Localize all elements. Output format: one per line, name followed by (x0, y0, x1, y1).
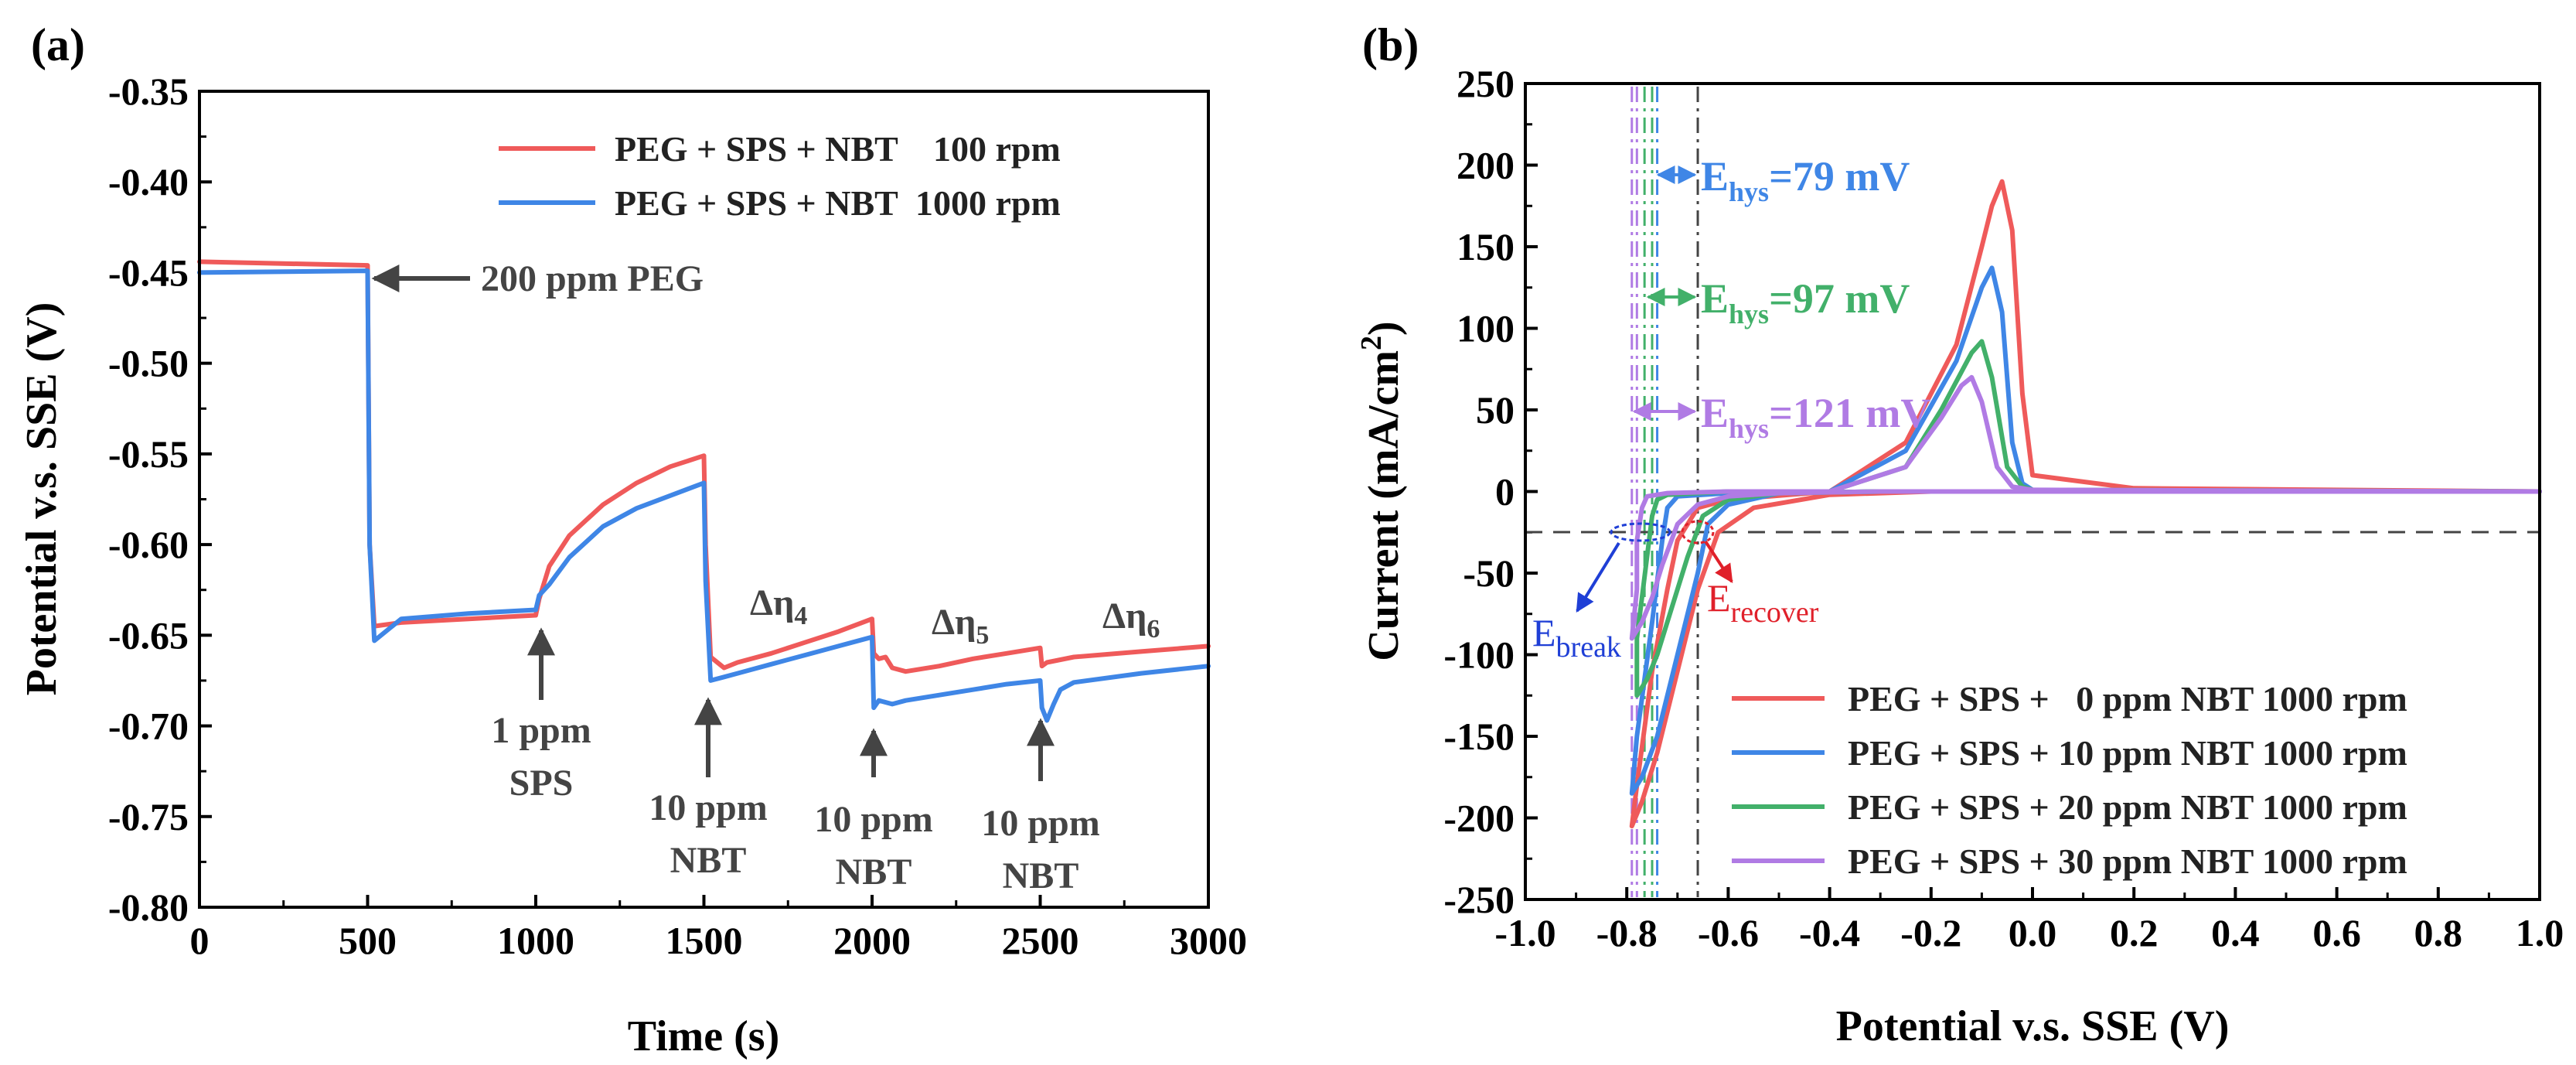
y-tick-label: -250 (1443, 878, 1515, 921)
panel-b: (b) -1.0 -0.8 -0.6 -0.4 -0.2 0.0 0.2 0.4 0.6 0.8 1… (1355, 19, 2564, 1050)
x-tick-label: 0.6 (2312, 911, 2361, 954)
panel-b-ehys-annotations: Ehys=79 mV Ehys=97 mV Ehys=121 mV (1632, 153, 1930, 444)
x-tick-label: 0.2 (2110, 911, 2159, 954)
y-tick-label: -0.40 (108, 160, 189, 203)
x-tick-label: 500 (339, 919, 397, 962)
nbt2-annotation-line2: NBT (836, 852, 912, 893)
series-line-0 (197, 259, 1211, 674)
ebreak-arrow (1576, 541, 1620, 613)
y-tick-label: -0.60 (108, 523, 189, 566)
nbt3-annotation-line1: 10 ppm (981, 803, 1099, 844)
panel-b-grid-ticks: -1.0 -0.8 -0.6 -0.4 -0.2 0.0 0.2 0.4 0.6 0.8 1.0 25… (1443, 62, 2564, 954)
legend-label-0ppm: PEG + SPS + 0 ppm NBT 1000 rpm (1848, 679, 2407, 719)
panel-a-y-label: Potential v.s. SSE (V) (18, 302, 66, 696)
nbt1-annotation-line1: 10 ppm (649, 787, 767, 828)
x-tick-label: -0.4 (1799, 911, 1860, 954)
y-tick-label: -0.65 (108, 613, 189, 657)
y-tick-label: -0.75 (108, 795, 189, 838)
panel-a: (a) 0 500 1000 1500 2000 2500 3000 -0.35 -0.40 -0… (18, 19, 1247, 1060)
y-tick-label: -150 (1443, 715, 1515, 758)
x-tick-label: 3000 (1170, 919, 1247, 962)
panel-a-annotations: 200 ppm PEG 1 ppm SPS 10 ppm NBT 10 ppm … (371, 258, 1160, 896)
y-tick-label: -50 (1463, 551, 1515, 595)
y-tick-label: -0.70 (108, 705, 189, 748)
x-tick-label: -0.8 (1596, 911, 1658, 954)
ehys-blue-label: Ehys=79 mV (1701, 153, 1910, 207)
sps-annotation-line2: SPS (509, 763, 574, 804)
panel-b-plot-frame (1524, 82, 2541, 901)
nbt1-annotation-line2: NBT (670, 840, 747, 881)
x-tick-label: 0.0 (2009, 911, 2057, 954)
erecover-arrow (1704, 540, 1733, 584)
legend-label-100rpm: PEG + SPS + NBT 100 rpm (615, 129, 1061, 169)
series-line-1 (1629, 265, 2542, 796)
nbt3-annotation-line2: NBT (1003, 855, 1079, 896)
panel-b-series (1629, 179, 2542, 829)
y-tick-label: -100 (1443, 633, 1515, 677)
x-tick-label: -0.6 (1698, 911, 1759, 954)
series-line-1 (197, 268, 1211, 723)
panel-b-break-recover: Ebreak Erecover (1532, 520, 1819, 664)
series-line-0 (1629, 179, 2542, 829)
ehys-purple-label: Ehys=121 mV (1701, 390, 1930, 444)
eta4-label: Δη4 (750, 582, 807, 630)
ebreak-ellipse (1610, 522, 1671, 542)
ebreak-label: Ebreak (1532, 611, 1621, 664)
x-tick-label: 1000 (497, 919, 574, 962)
sps-annotation-line1: 1 ppm (491, 710, 591, 751)
panel-a-series (197, 259, 1211, 723)
panel-b-y-label: Current (mA/cm2) (1355, 321, 1408, 661)
x-tick-label: 0.4 (2211, 911, 2260, 954)
legend-label-30ppm: PEG + SPS + 30 ppm NBT 1000 rpm (1848, 841, 2407, 881)
eta5-label: Δη5 (932, 602, 989, 650)
panel-b-label: (b) (1362, 19, 1419, 70)
y-tick-label: 100 (1457, 307, 1515, 350)
x-tick-label: 0 (190, 919, 210, 962)
panel-b-legend: PEG + SPS + 0 ppm NBT 1000 rpm PEG + SPS… (1732, 679, 2407, 881)
y-tick-label: 200 (1457, 144, 1515, 187)
y-tick-label: -0.35 (108, 70, 189, 113)
y-tick-label: -200 (1443, 797, 1515, 840)
x-tick-label: 2000 (833, 919, 911, 962)
x-tick-label: -0.2 (1900, 911, 1961, 954)
y-tick-label: 0 (1495, 470, 1515, 514)
panel-b-x-label: Potential v.s. SSE (V) (1836, 1002, 2230, 1050)
legend-label-20ppm: PEG + SPS + 20 ppm NBT 1000 rpm (1848, 787, 2407, 827)
ehys-green-label: Ehys=97 mV (1701, 275, 1910, 329)
x-tick-label: 1500 (666, 919, 743, 962)
y-tick-label: 50 (1476, 388, 1515, 432)
eta6-label: Δη6 (1102, 596, 1160, 643)
y-tick-label: -0.50 (108, 342, 189, 385)
nbt2-annotation-line1: 10 ppm (814, 799, 932, 840)
panel-a-label: (a) (31, 19, 85, 70)
erecover-ellipse (1681, 520, 1715, 544)
x-tick-label: 0.8 (2414, 911, 2463, 954)
panel-a-plot-frame (198, 90, 1210, 909)
y-tick-label: 150 (1457, 225, 1515, 268)
y-tick-label: -0.45 (108, 251, 189, 294)
panel-a-x-label: Time (s) (628, 1012, 780, 1060)
x-tick-label: 2500 (1002, 919, 1079, 962)
legend-label-10ppm: PEG + SPS + 10 ppm NBT 1000 rpm (1848, 733, 2407, 773)
peg-annotation: 200 ppm PEG (481, 258, 704, 299)
erecover-label: Erecover (1707, 576, 1819, 629)
y-tick-label: -0.55 (108, 432, 189, 476)
y-tick-label: -0.80 (108, 886, 189, 929)
panel-a-legend: PEG + SPS + NBT 100 rpm PEG + SPS + NBT … (499, 129, 1061, 223)
legend-label-1000rpm: PEG + SPS + NBT 1000 rpm (615, 183, 1061, 223)
panel-a-grid-ticks: 0 500 1000 1500 2000 2500 3000 -0.35 -0.40 -0.45 -… (108, 70, 1247, 962)
y-tick-label: 250 (1457, 62, 1515, 105)
x-tick-label: -1.0 (1494, 911, 1555, 954)
x-tick-label: 1.0 (2516, 911, 2564, 954)
